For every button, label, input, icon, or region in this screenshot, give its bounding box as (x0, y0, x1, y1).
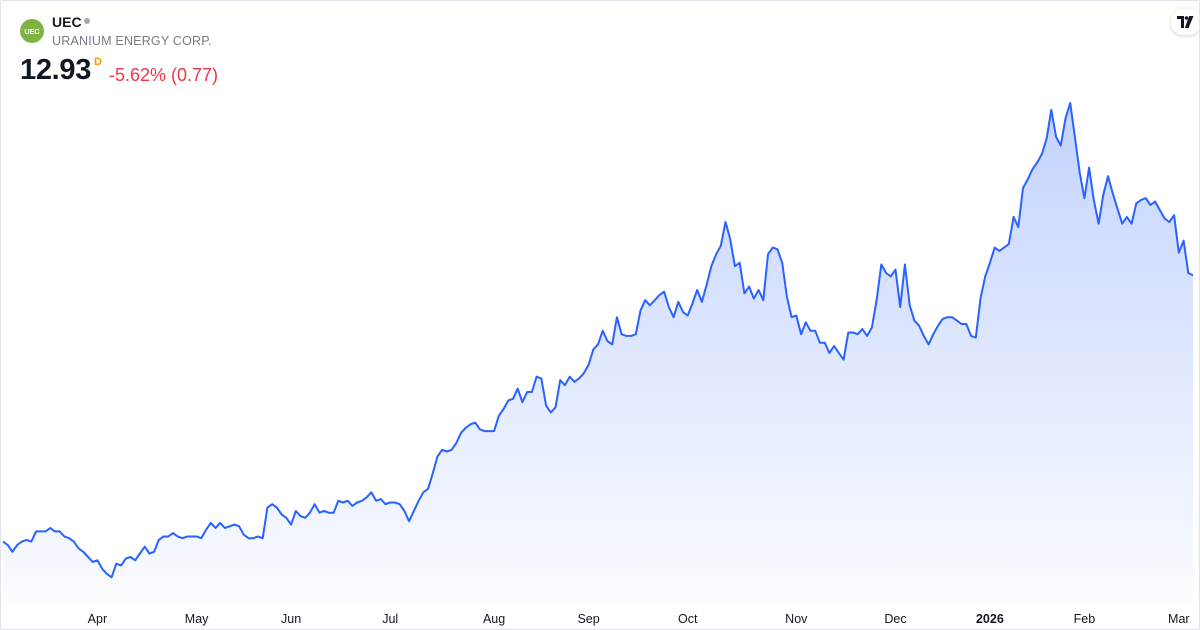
x-tick-label: Sep (577, 612, 599, 626)
x-tick-label: Mar (1168, 612, 1190, 626)
company-logo: UEC (20, 19, 44, 43)
interval-badge: D (94, 56, 102, 68)
market-status-dot (84, 18, 90, 24)
x-tick-label: Dec (884, 612, 906, 626)
price-series-line[interactable] (2, 102, 1194, 579)
x-tick-label: Nov (785, 612, 808, 626)
logo-text: UEC (24, 26, 40, 36)
tradingview-logo-icon[interactable] (1171, 9, 1199, 35)
x-tick-label: Apr (88, 612, 107, 626)
x-tick-label: Jun (281, 612, 301, 626)
x-tick-label: Aug (483, 612, 505, 626)
price-area-fill (3, 103, 1193, 604)
x-tick-label: May (185, 612, 209, 626)
last-price: 12.93 (20, 54, 92, 86)
x-tick-label: 2026 (976, 612, 1004, 626)
ticker-symbol[interactable]: UEC (52, 14, 82, 30)
price-change: -5.62% (0.77) (109, 65, 219, 85)
x-tick-label: Jul (382, 612, 398, 626)
x-tick-label: Feb (1074, 612, 1096, 626)
x-tick-label: Oct (678, 612, 698, 626)
company-name: URANIUM ENERGY CORP. (52, 34, 212, 48)
